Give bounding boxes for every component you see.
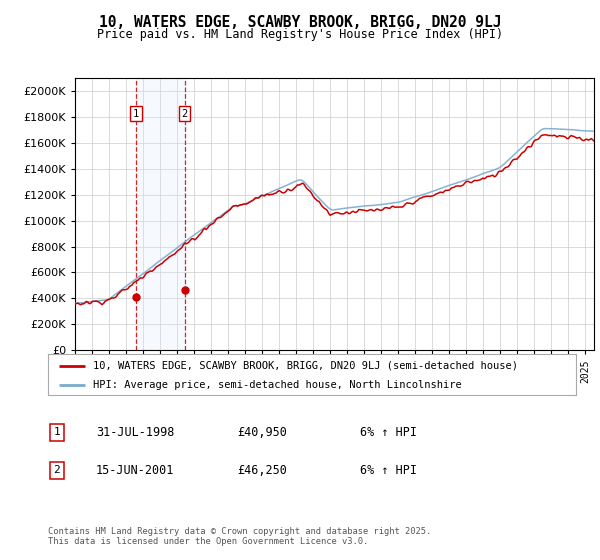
Text: 10, WATERS EDGE, SCAWBY BROOK, BRIGG, DN20 9LJ (semi-detached house): 10, WATERS EDGE, SCAWBY BROOK, BRIGG, DN… <box>93 361 518 371</box>
Text: 1: 1 <box>133 109 139 119</box>
Text: Contains HM Land Registry data © Crown copyright and database right 2025.
This d: Contains HM Land Registry data © Crown c… <box>48 526 431 546</box>
Text: 1: 1 <box>53 427 61 437</box>
Text: 2: 2 <box>182 109 188 119</box>
Text: £46,250: £46,250 <box>237 464 287 477</box>
Text: 31-JUL-1998: 31-JUL-1998 <box>96 426 175 439</box>
Text: 15-JUN-2001: 15-JUN-2001 <box>96 464 175 477</box>
Bar <box>136 78 185 350</box>
Text: 6% ↑ HPI: 6% ↑ HPI <box>360 426 417 439</box>
Text: 2: 2 <box>53 465 61 475</box>
Text: HPI: Average price, semi-detached house, North Lincolnshire: HPI: Average price, semi-detached house,… <box>93 380 461 390</box>
Text: £40,950: £40,950 <box>237 426 287 439</box>
Text: 10, WATERS EDGE, SCAWBY BROOK, BRIGG, DN20 9LJ: 10, WATERS EDGE, SCAWBY BROOK, BRIGG, DN… <box>99 15 501 30</box>
Text: 6% ↑ HPI: 6% ↑ HPI <box>360 464 417 477</box>
Text: Price paid vs. HM Land Registry's House Price Index (HPI): Price paid vs. HM Land Registry's House … <box>97 28 503 41</box>
